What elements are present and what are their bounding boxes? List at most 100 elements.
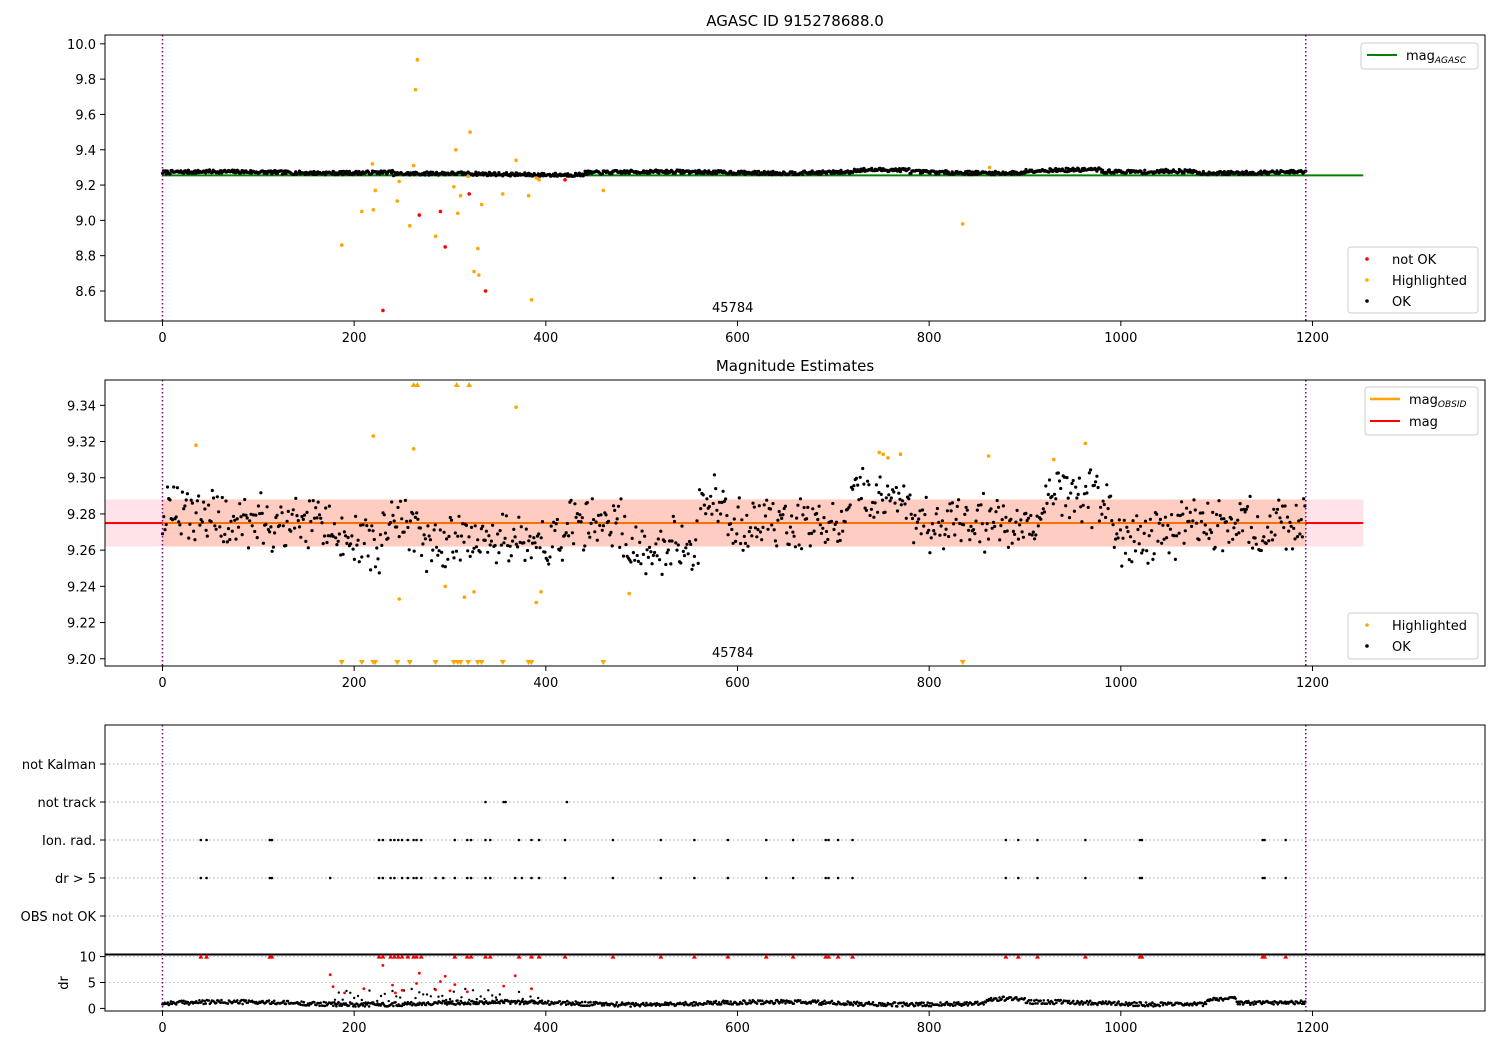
flag-point xyxy=(466,838,469,842)
ok-point xyxy=(1167,551,1171,555)
highlighted-point xyxy=(454,148,458,152)
dr-clipped-marker xyxy=(380,954,386,959)
dr-point xyxy=(244,999,248,1002)
ok-point xyxy=(1207,536,1211,541)
ok-point xyxy=(412,549,416,553)
ok-point xyxy=(973,532,977,536)
ok-point xyxy=(320,521,324,525)
ok-point xyxy=(378,533,383,537)
ok-point xyxy=(712,473,717,477)
ok-point xyxy=(975,508,979,512)
dr-point xyxy=(307,1004,311,1007)
ok-point xyxy=(1270,538,1275,542)
dr-point xyxy=(490,1001,493,1005)
ok-point xyxy=(919,532,923,536)
dr-point xyxy=(988,998,992,1002)
ok-point xyxy=(400,517,404,521)
y-tick-label: 9.6 xyxy=(75,108,96,123)
out-of-range-high-marker xyxy=(466,382,473,387)
dr-clipped-marker xyxy=(395,954,401,959)
flag-point xyxy=(381,876,385,880)
ok-point xyxy=(479,527,483,531)
ok-point xyxy=(1143,168,1147,172)
not-ok-point xyxy=(467,192,472,196)
ok-point xyxy=(258,511,262,516)
ok-point xyxy=(354,514,358,519)
ok-point xyxy=(735,532,739,536)
ok-point xyxy=(347,169,351,173)
x-tick-label: 600 xyxy=(725,1021,750,1036)
flag-point xyxy=(851,838,854,842)
ok-point xyxy=(995,498,999,503)
flag-point xyxy=(836,838,840,842)
dr-point xyxy=(1302,1002,1306,1006)
ok-point xyxy=(959,539,963,543)
ok-point xyxy=(1065,476,1069,480)
out-of-range-low-marker xyxy=(394,660,401,665)
ok-point xyxy=(324,506,328,510)
ok-point xyxy=(190,501,194,505)
ok-point xyxy=(819,531,824,536)
dr-point xyxy=(580,1000,584,1004)
dr-point xyxy=(339,1002,343,1005)
ok-point xyxy=(843,520,847,524)
dr-point xyxy=(517,999,521,1003)
ok-point xyxy=(236,525,241,529)
ok-point xyxy=(1226,529,1230,533)
flag-point xyxy=(453,876,457,880)
dr-clipped-marker xyxy=(482,954,488,959)
ok-point xyxy=(816,517,820,522)
flag-label: dr > 5 xyxy=(55,872,96,887)
ok-point xyxy=(224,499,228,503)
ok-point xyxy=(273,531,277,535)
ok-point xyxy=(729,522,733,526)
ok-point xyxy=(193,538,197,542)
ok-point xyxy=(726,533,730,537)
panel2-title: Magnitude Estimates xyxy=(716,357,874,375)
ok-point xyxy=(323,173,327,177)
dr-point xyxy=(437,995,440,998)
ok-point xyxy=(256,504,260,508)
ok-point xyxy=(963,512,967,517)
flag-point xyxy=(199,876,203,880)
ok-point xyxy=(693,169,697,173)
y-tick-label: 10 xyxy=(79,951,96,966)
ok-point xyxy=(967,169,972,173)
ok-point xyxy=(285,519,289,523)
y-tick-label: 9.34 xyxy=(67,399,96,414)
dr-point xyxy=(323,1004,327,1008)
dr-point xyxy=(440,1002,444,1005)
dr-point xyxy=(240,998,243,1002)
ok-point xyxy=(894,485,898,490)
dr-point xyxy=(755,1002,759,1005)
dr-point xyxy=(693,1004,697,1007)
dr-point xyxy=(589,1000,592,1004)
x-tick-label: 1000 xyxy=(1104,331,1137,346)
ok-point xyxy=(1104,515,1108,520)
dr-point xyxy=(628,1002,631,1005)
ok-point xyxy=(979,503,983,507)
dr-clipped-marker xyxy=(850,954,855,959)
ok-point xyxy=(910,516,915,521)
ok-point xyxy=(577,171,582,175)
dr-point xyxy=(620,1001,624,1004)
legend2-highlighted: Highlighted xyxy=(1392,619,1467,634)
highlighted-point xyxy=(526,193,531,198)
highlighted-point xyxy=(411,447,416,451)
ok-point xyxy=(1084,484,1088,488)
flag-point xyxy=(412,876,415,880)
ok-point xyxy=(793,545,798,549)
ok-point xyxy=(1020,530,1024,534)
dr-point xyxy=(337,991,340,994)
ok-point xyxy=(254,513,258,517)
ok-point xyxy=(1284,547,1288,551)
dr-point xyxy=(1126,1004,1130,1007)
ok-point xyxy=(418,526,422,530)
ok-point xyxy=(902,484,906,488)
ok-point xyxy=(198,523,202,527)
ok-point xyxy=(1269,530,1273,534)
ok-point xyxy=(253,529,257,534)
ok-point xyxy=(1054,497,1058,501)
ok-point xyxy=(775,544,779,548)
ok-point xyxy=(710,512,714,516)
